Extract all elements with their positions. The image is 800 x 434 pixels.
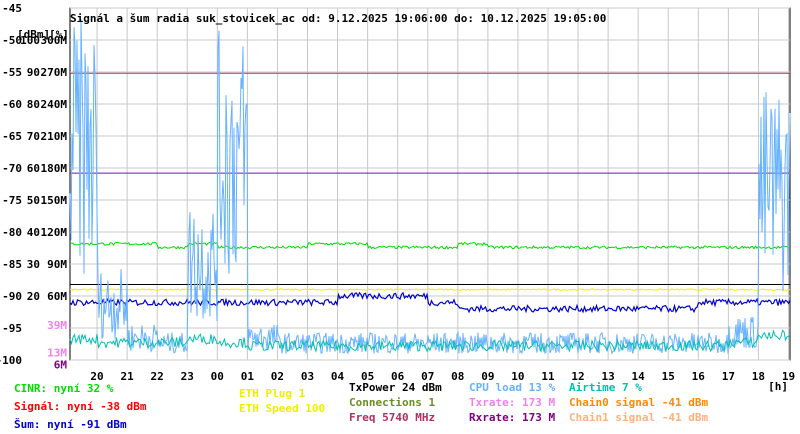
y-tick-dbm-1: -50 — [2, 34, 22, 47]
y-axis-label-dbm: [dBm] — [17, 28, 50, 41]
x-axis-label: [h] — [768, 380, 788, 393]
x-tick-14: 14 — [632, 370, 646, 383]
x-tick-22: 22 — [151, 370, 164, 383]
y-tick-dbm-5: -70 — [2, 162, 22, 175]
y-tick-pct-1: 90 — [27, 66, 40, 79]
y-tick-dbm-9: -90 — [2, 290, 22, 303]
legend-col3: TxPower 24 dBm Connections 1 Freq 5740 M… — [349, 380, 442, 425]
x-tick-09: 09 — [481, 370, 494, 383]
legend-connections: Connections 1 — [349, 396, 436, 409]
y-tick-dbm-10: -95 — [2, 322, 22, 335]
y-axis-label-pct: [%] — [49, 28, 69, 41]
y-tick-pct-0: 100 — [20, 34, 40, 47]
legend-chain1: Chain1 signal -41 dBm — [569, 411, 709, 424]
series-airtime — [69, 329, 791, 354]
legend-airtime: Airtime 7 % — [569, 381, 642, 394]
x-tick-00: 00 — [211, 370, 224, 383]
x-tick-05: 05 — [361, 370, 374, 383]
y-tick-dbm-3: -60 — [2, 98, 22, 111]
y-tick-rate-5: 150M — [41, 194, 68, 207]
series-eth-speed — [69, 288, 791, 291]
y-tick-rate-6: 120M — [41, 226, 68, 239]
legend-noise: Šum: nyní -91 dBm — [14, 418, 127, 431]
y-tick-pct-6: 40 — [27, 226, 40, 239]
y-tick-pct-5: 50 — [27, 194, 40, 207]
x-tick-03: 03 — [301, 370, 314, 383]
y-tick-pct-8: 20 — [27, 290, 40, 303]
x-tick-23: 23 — [181, 370, 194, 383]
y-tick-rate-11: 6M — [54, 358, 68, 371]
x-tick-19: 19 — [782, 370, 795, 383]
series-noise — [69, 291, 791, 314]
legend-eth-plug: ETH Plug 1 — [239, 387, 306, 400]
x-tick-06: 06 — [391, 370, 405, 383]
legend-signal: Signál: nyní -38 dBm — [14, 400, 147, 413]
x-tick-18: 18 — [752, 370, 765, 383]
y-tick-pct-2: 80 — [27, 98, 40, 111]
y-tick-dbm-6: -75 — [2, 194, 22, 207]
y-tick-pct-3: 70 — [27, 130, 40, 143]
legend-chain0: Chain0 signal -41 dBm — [569, 396, 709, 409]
legend-eth-speed: ETH Speed 100 — [239, 402, 326, 415]
y-tick-pct-7: 30 — [27, 258, 40, 271]
y-tick-rate-3: 210M — [41, 130, 68, 143]
legend-txrate: Txrate: 173 M — [469, 396, 556, 409]
legend-col5: Airtime 7 % Chain0 signal -41 dBm Chain1… — [569, 380, 708, 425]
x-tick-02: 02 — [271, 370, 284, 383]
x-tick-16: 16 — [692, 370, 706, 383]
legend-freq: Freq 5740 MHz — [349, 411, 436, 424]
legend-col1: CINR: nyní 32 % Signál: nyní -38 dBm Šum… — [14, 380, 146, 434]
x-tick-04: 04 — [331, 370, 345, 383]
y-tick-rate-0: 300M — [41, 34, 68, 47]
x-tick-12: 12 — [571, 370, 584, 383]
y-tick-dbm-2: -55 — [2, 66, 22, 79]
y-tick-dbm-7: -80 — [2, 226, 22, 239]
y-tick-rate-2: 240M — [41, 98, 68, 111]
y-tick-dbm-0: -45 — [2, 2, 22, 15]
x-tick-07: 07 — [421, 370, 434, 383]
y-tick-pct-4: 60 — [27, 162, 40, 175]
x-tick-17: 17 — [722, 370, 735, 383]
y-tick-rate-10: 13M — [47, 346, 67, 359]
chart-title: Signál a šum radia suk_stovicek_ac od: 9… — [70, 12, 606, 25]
legend-col2: ETH Plug 1 ETH Speed 100 — [239, 386, 325, 416]
x-tick-15: 15 — [662, 370, 675, 383]
series-cpu-load — [69, 18, 791, 355]
y-tick-dbm-4: -65 — [2, 130, 22, 143]
y-tick-rate-7: 90M — [47, 258, 67, 271]
legend-cinr: CINR: nyní 32 % — [14, 382, 114, 395]
x-tick-20: 20 — [90, 370, 103, 383]
y-tick-rate-1: 270M — [41, 66, 68, 79]
legend-col4: CPU load 13 % Txrate: 173 M Rxrate: 173 … — [469, 380, 555, 425]
y-tick-dbm-11: -100 — [0, 354, 22, 367]
y-tick-rate-8: 60M — [47, 290, 67, 303]
x-tick-11: 11 — [541, 370, 555, 383]
legend-rxrate: Rxrate: 173 M — [469, 411, 556, 424]
legend-txpower: TxPower 24 dBm — [349, 381, 442, 394]
x-tick-01: 01 — [241, 370, 255, 383]
legend-cpu: CPU load 13 % — [469, 381, 556, 394]
x-tick-13: 13 — [601, 370, 614, 383]
x-tick-21: 21 — [120, 370, 134, 383]
y-tick-rate-9: 39M — [47, 319, 67, 332]
x-tick-08: 08 — [451, 370, 464, 383]
x-tick-10: 10 — [511, 370, 524, 383]
y-tick-dbm-8: -85 — [2, 258, 22, 271]
y-tick-rate-4: 180M — [41, 162, 68, 175]
